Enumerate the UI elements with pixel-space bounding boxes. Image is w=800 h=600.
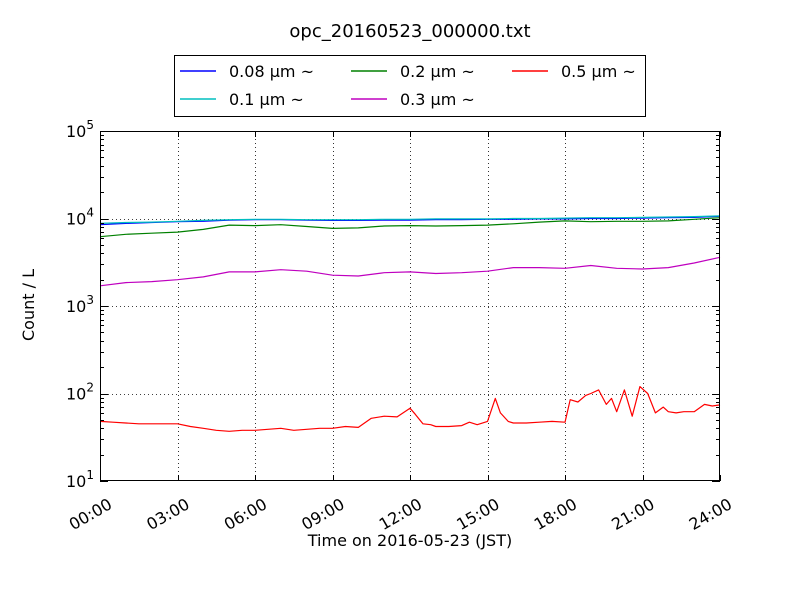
legend-box	[174, 55, 646, 117]
series-line-4	[99, 386, 721, 432]
y-axis-label: Count / L	[19, 269, 38, 341]
legend: 0.08 μm ~ 0.1 μm ~ 0.2 μm ~ 0.3 μm ~ 0.5 μm …	[174, 55, 646, 117]
y-tick-exponent: 5	[86, 118, 94, 132]
y-tick-exponent: 3	[86, 293, 94, 307]
x-tick-label: 09:00	[298, 494, 347, 534]
series-layer	[99, 215, 721, 432]
x-tick-label: 21:00	[608, 494, 657, 534]
x-tick-label: 18:00	[531, 494, 580, 534]
x-tick-label: 12:00	[376, 494, 425, 534]
y-tick-base: 10	[66, 210, 86, 229]
y-tick-exponent: 4	[86, 206, 94, 220]
y-tick-label: 105	[66, 118, 94, 141]
chart-title: opc_20160523_000000.txt	[289, 21, 530, 42]
x-tick-label: 06:00	[221, 494, 270, 534]
y-tick-label: 103	[66, 293, 94, 316]
series-line-2	[99, 217, 721, 238]
x-axis-label: Time on 2016-05-23 (JST)	[307, 531, 512, 550]
y-tick-base: 10	[66, 472, 86, 491]
y-tick-base: 10	[66, 122, 86, 141]
x-tick-label: 15:00	[453, 494, 502, 534]
series-line-0	[99, 215, 721, 226]
series-line-3	[99, 256, 721, 287]
y-tick-label: 104	[66, 206, 94, 229]
y-tick-base: 10	[66, 297, 86, 316]
y-tick-base: 10	[66, 385, 86, 404]
legend-label-3: 0.3 μm ~	[400, 90, 475, 109]
series-line-1	[99, 215, 721, 224]
legend-label-1: 0.1 μm ~	[229, 90, 304, 109]
legend-label-4: 0.5 μm ~	[561, 62, 636, 81]
x-tick-label: 24:00	[686, 494, 735, 534]
y-tick-label: 102	[66, 381, 94, 404]
legend-label-2: 0.2 μm ~	[400, 62, 475, 81]
tick-layer: 00:00 03:00 06:00 09:00 12:00 15:00 18:00 21:00…	[66, 118, 735, 534]
y-tick-label: 101	[66, 468, 94, 491]
y-tick-exponent: 2	[86, 381, 94, 395]
y-tick-exponent: 1	[86, 468, 94, 482]
plot-frame	[100, 131, 720, 481]
grid-layer	[100, 131, 720, 481]
x-tick-label: 00:00	[66, 494, 115, 534]
x-tick-label: 03:00	[143, 494, 192, 534]
legend-label-0: 0.08 μm ~	[229, 62, 314, 81]
